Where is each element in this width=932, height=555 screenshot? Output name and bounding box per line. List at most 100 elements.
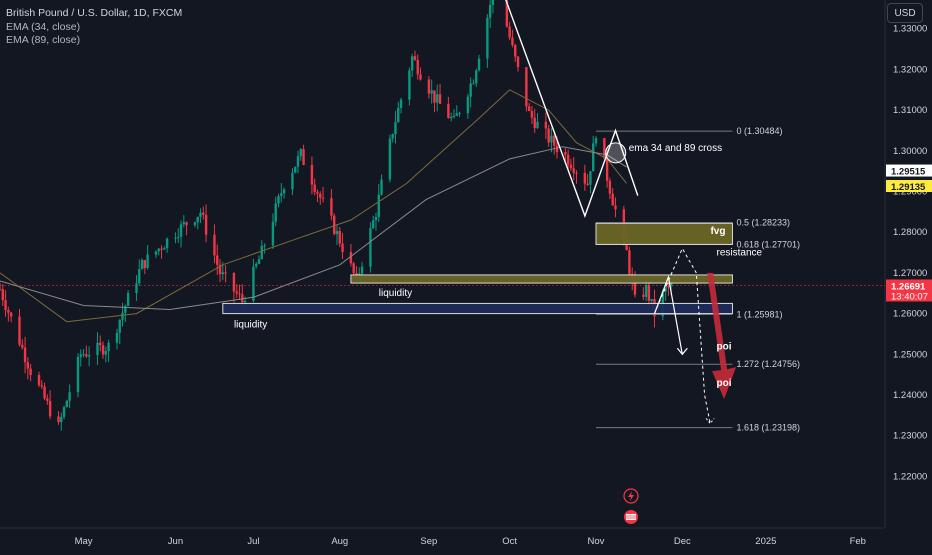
candle-body <box>433 90 436 103</box>
candle-body <box>475 70 478 84</box>
candle-body <box>274 203 277 222</box>
currency-button[interactable]: USD <box>887 3 923 23</box>
candle-body <box>455 113 458 116</box>
candle-body <box>594 138 598 144</box>
candle-body <box>667 286 670 288</box>
candle-body <box>436 94 439 103</box>
candle-body <box>355 273 358 275</box>
candle-body <box>115 332 119 343</box>
candle-body <box>605 158 609 181</box>
candle-body <box>310 164 314 185</box>
candle-body <box>193 222 197 226</box>
candle-body <box>37 375 41 386</box>
candle-body <box>60 416 63 423</box>
candle-body <box>555 145 559 153</box>
candle-body <box>313 184 316 193</box>
candle-body <box>416 59 419 75</box>
candle-body <box>85 354 88 357</box>
candle-body <box>99 342 102 346</box>
candle-body <box>394 122 397 135</box>
candle-body <box>232 273 236 292</box>
candle-body <box>572 168 575 173</box>
candle-body <box>608 180 612 194</box>
candle-body <box>516 56 520 68</box>
flag-icon[interactable] <box>624 510 638 524</box>
candle-body <box>369 228 372 267</box>
candle-body <box>321 197 325 199</box>
candle-body <box>583 172 587 184</box>
symbol-title[interactable]: British Pound / U.S. Dollar, 1D, FXCM <box>6 7 183 19</box>
ema89-line <box>0 146 627 311</box>
ema34-legend[interactable]: EMA (34, close) <box>6 20 81 33</box>
fvg-zone[interactable] <box>595 222 733 245</box>
candle-body <box>79 354 82 357</box>
candle-body <box>104 351 108 355</box>
candle-body <box>163 248 166 250</box>
candle-body <box>511 37 514 46</box>
candle-body <box>213 234 216 256</box>
candle-body <box>642 294 645 297</box>
candle-body <box>491 0 495 5</box>
candle-body <box>644 284 648 297</box>
candle-body <box>586 183 589 185</box>
candle-body <box>291 172 294 190</box>
candle-body <box>397 107 400 123</box>
candle-body <box>466 96 470 114</box>
candle-body <box>294 166 297 173</box>
candle-body <box>182 222 186 225</box>
fib-level-label: 1 (1.25981) <box>736 309 782 319</box>
candle-body <box>335 231 339 235</box>
candle-body <box>669 281 673 287</box>
candle-body <box>477 58 481 71</box>
projection-dashed-line <box>654 247 711 424</box>
ema89-legend[interactable]: EMA (89, close) <box>6 34 81 46</box>
candle-body <box>62 407 66 417</box>
projection-solid-line <box>653 274 683 355</box>
liquidity-zone[interactable] <box>350 274 733 284</box>
candle-body <box>146 254 149 269</box>
candle-body <box>380 179 383 195</box>
candle-body <box>277 195 280 204</box>
candle-body <box>564 152 567 155</box>
candle-body <box>1 289 4 301</box>
x-tick-label: Jun <box>168 536 183 547</box>
arrowhead <box>676 347 688 356</box>
candle-body <box>196 216 199 223</box>
candle-body <box>154 251 158 255</box>
candle-body <box>18 316 21 345</box>
candle-body <box>121 312 124 320</box>
candle-body <box>43 386 46 399</box>
candle-body <box>352 263 355 274</box>
candle-body <box>271 221 275 246</box>
candle-body <box>508 26 511 38</box>
candle-body <box>101 345 105 355</box>
candle-body <box>185 222 188 226</box>
candle-body <box>536 121 539 129</box>
liquidity-label: liquidity <box>234 320 267 331</box>
candle-body <box>525 67 528 107</box>
candle-body <box>238 293 241 295</box>
candle-body <box>199 212 202 217</box>
candle-body <box>469 83 472 97</box>
candle-body <box>349 251 353 264</box>
candle-body <box>280 193 283 196</box>
candle-body <box>410 56 414 71</box>
x-tick-label: Oct <box>502 536 517 547</box>
x-tick-label: 2025 <box>755 536 776 547</box>
candle-body <box>650 299 653 301</box>
candle-body <box>374 216 378 221</box>
candle-body <box>566 154 570 165</box>
lightning-icon[interactable] <box>623 488 639 504</box>
candle-body <box>319 193 322 198</box>
liquidity-label: liquidity <box>379 288 412 299</box>
candle-body <box>647 284 651 301</box>
candle-body <box>449 116 453 119</box>
candle-body <box>160 248 163 250</box>
zigzag-line <box>505 0 639 218</box>
x-tick-label: May <box>75 536 93 547</box>
y-tick-label: 1.24000 <box>893 390 927 401</box>
liquidity-zone[interactable] <box>222 302 733 315</box>
candle-body <box>553 135 556 146</box>
